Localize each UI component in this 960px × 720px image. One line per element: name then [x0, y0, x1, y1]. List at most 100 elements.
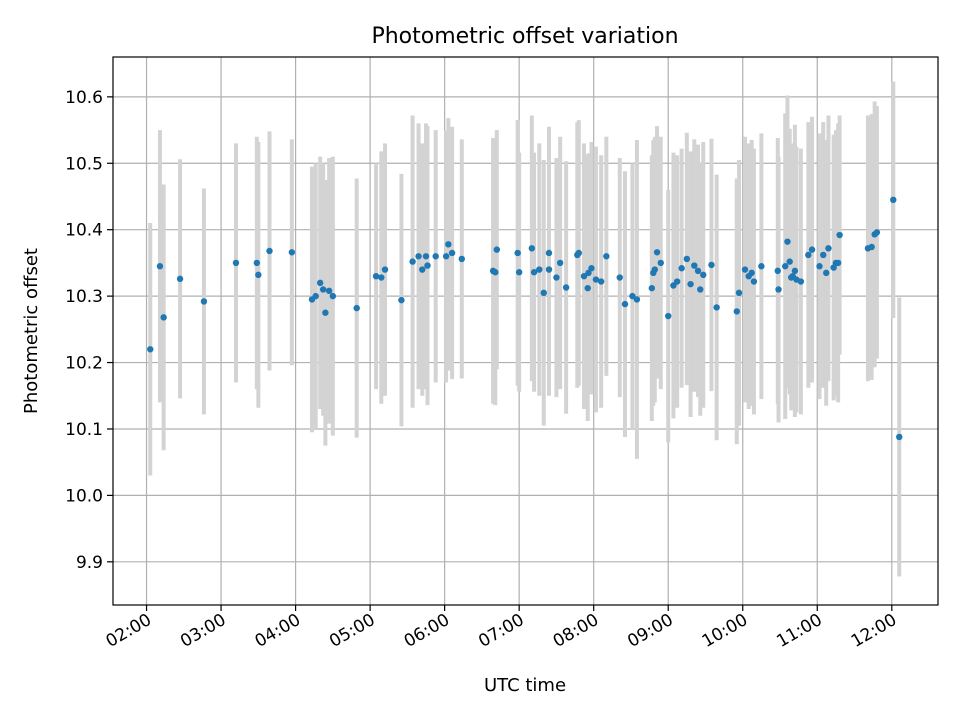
data-point [621, 300, 629, 308]
y-tick-label: 10.0 [65, 486, 103, 506]
y-axis-label: Photometric offset [21, 248, 42, 414]
data-point [398, 296, 405, 304]
data-point [834, 259, 842, 267]
data-point [514, 249, 521, 257]
data-point [493, 246, 501, 253]
data-point [825, 245, 832, 252]
data-point [319, 286, 327, 293]
data-point [820, 251, 827, 259]
point-layer [147, 196, 903, 441]
data-point [651, 266, 659, 273]
data-point [733, 308, 740, 315]
data-point [515, 269, 523, 276]
data-point [603, 253, 610, 260]
data-point [288, 249, 296, 256]
y-tick-label: 10.5 [65, 154, 103, 174]
data-point [657, 259, 664, 267]
data-point [200, 298, 208, 305]
data-point [584, 284, 591, 292]
data-point [836, 231, 843, 239]
data-point [312, 292, 319, 300]
data-point [492, 269, 499, 276]
data-point [784, 238, 791, 245]
data-point [378, 274, 385, 281]
data-point [713, 304, 720, 311]
data-point [816, 263, 823, 270]
data-point [156, 263, 164, 270]
data-point [253, 259, 261, 267]
data-point [372, 273, 380, 280]
data-point [691, 262, 698, 269]
data-point [432, 253, 439, 260]
data-point [424, 262, 431, 269]
y-tick-label: 10.3 [65, 287, 103, 307]
chart-title: Photometric offset variation [371, 24, 678, 49]
y-tick-label: 10.4 [65, 221, 103, 241]
data-point [782, 263, 789, 270]
data-point [353, 304, 360, 312]
data-point [687, 280, 694, 288]
data-point [409, 258, 416, 265]
data-point [873, 229, 881, 236]
data-point [741, 266, 749, 273]
data-point [786, 258, 793, 265]
data-point [592, 276, 600, 283]
data-point [588, 265, 595, 272]
data-point [791, 267, 799, 275]
data-point [694, 267, 702, 275]
data-point [823, 269, 830, 277]
data-point [445, 241, 452, 248]
data-point [700, 271, 707, 279]
data-point [673, 278, 681, 285]
data-point [458, 255, 465, 263]
data-point [653, 249, 661, 256]
data-point [735, 289, 743, 297]
data-point [597, 278, 605, 285]
data-point [448, 249, 456, 257]
data-point [322, 309, 329, 316]
data-point [708, 261, 715, 269]
data-point [697, 286, 704, 293]
data-point [748, 269, 755, 277]
data-point [147, 346, 154, 353]
data-point [530, 269, 538, 276]
data-point [329, 292, 337, 300]
data-point [255, 271, 262, 279]
data-point [562, 284, 570, 291]
grid-layer [113, 57, 938, 605]
data-point [536, 266, 543, 273]
data-point [629, 292, 636, 300]
data-point [176, 275, 184, 283]
data-point [575, 249, 582, 257]
data-point [797, 278, 805, 285]
data-point [750, 278, 758, 285]
y-tick-label: 10.6 [65, 88, 103, 108]
data-point [325, 287, 333, 295]
data-point [160, 314, 167, 321]
data-point [678, 265, 685, 272]
data-point [381, 266, 389, 273]
data-point [616, 274, 623, 281]
data-point [442, 253, 450, 260]
y-tick-label: 10.2 [65, 354, 103, 374]
data-point [580, 273, 588, 280]
data-point [665, 312, 672, 320]
y-tick-label: 10.1 [65, 420, 103, 440]
data-point [545, 249, 553, 257]
data-point [868, 243, 875, 251]
data-point [805, 251, 812, 259]
plot-frame [112, 56, 939, 606]
data-point [890, 196, 897, 204]
data-point [553, 274, 560, 281]
data-point [232, 259, 240, 267]
data-point [683, 255, 691, 263]
data-point [419, 266, 426, 273]
data-point [545, 266, 553, 273]
data-point [540, 289, 547, 297]
data-point [415, 253, 422, 260]
data-point [266, 247, 273, 255]
data-point [758, 263, 765, 270]
data-point [774, 267, 781, 275]
data-point [808, 246, 816, 253]
